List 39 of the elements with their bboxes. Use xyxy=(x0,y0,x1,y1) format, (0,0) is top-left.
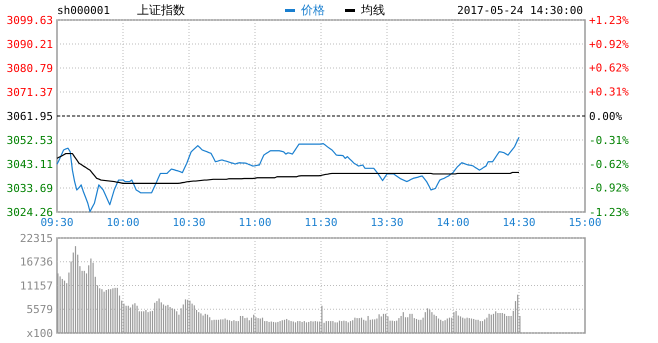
y-tick-label: 3090.21 xyxy=(6,38,53,51)
line-series xyxy=(56,136,520,212)
y-tick-label: 3071.37 xyxy=(6,86,53,99)
x-tick-label: 14:30 xyxy=(502,216,536,229)
y-tick-label: 5579 xyxy=(26,303,53,316)
x-tick-label: 13:30 xyxy=(370,216,404,229)
y-tick-label: 3043.11 xyxy=(6,158,53,171)
y2-tick-label: 0.00% xyxy=(589,110,622,123)
chart-subtitle: sh000001 xyxy=(57,4,110,17)
y2-tick-label: +0.31% xyxy=(589,86,630,99)
x-tick-label: 15:00 xyxy=(568,216,602,229)
y2-tick-label: -0.31% xyxy=(589,134,630,148)
y-tick-label: 3052.53 xyxy=(6,134,53,147)
y2-tick-label: -1.23% xyxy=(589,206,630,219)
y2-tick-label: -0.92% xyxy=(589,182,630,195)
text: 2017-05-24 14:30:00 xyxy=(457,4,583,17)
y2-tick-label: -0.62% xyxy=(589,158,630,172)
x-tick-label: 09:30 xyxy=(40,216,74,229)
x-tick-label: 14:00 xyxy=(436,216,470,229)
y2-tick-label: +0.92% xyxy=(589,38,630,52)
y-tick-label: 3033.69 xyxy=(6,182,53,195)
x-tick-label: 10:30 xyxy=(172,216,206,229)
y2-tick-label: +1.23% xyxy=(589,14,630,27)
x-tick-label: 11:30 xyxy=(304,216,338,229)
y-tick-label: 3080.79 xyxy=(6,62,53,75)
y-tick-label: x100 xyxy=(26,326,53,340)
chart-title: 上证指数 xyxy=(137,3,185,17)
y-tick-label: 22315 xyxy=(20,232,53,245)
x-tick-label: 11:00 xyxy=(238,216,272,229)
y2-tick-label: +0.62% xyxy=(589,61,630,74)
y-tick-label: 11157 xyxy=(20,279,53,292)
line-series xyxy=(56,152,520,184)
y-tick-label: 16736 xyxy=(20,256,53,269)
legend-label: 均线 xyxy=(360,3,385,17)
y-tick-label: 3061.95 xyxy=(6,110,53,123)
legend-label: 价格 xyxy=(300,3,325,17)
y-tick-label: 3024.26 xyxy=(6,206,53,219)
y-tick-label: 3099.63 xyxy=(6,14,53,27)
x-tick-label: 10:00 xyxy=(106,216,140,229)
